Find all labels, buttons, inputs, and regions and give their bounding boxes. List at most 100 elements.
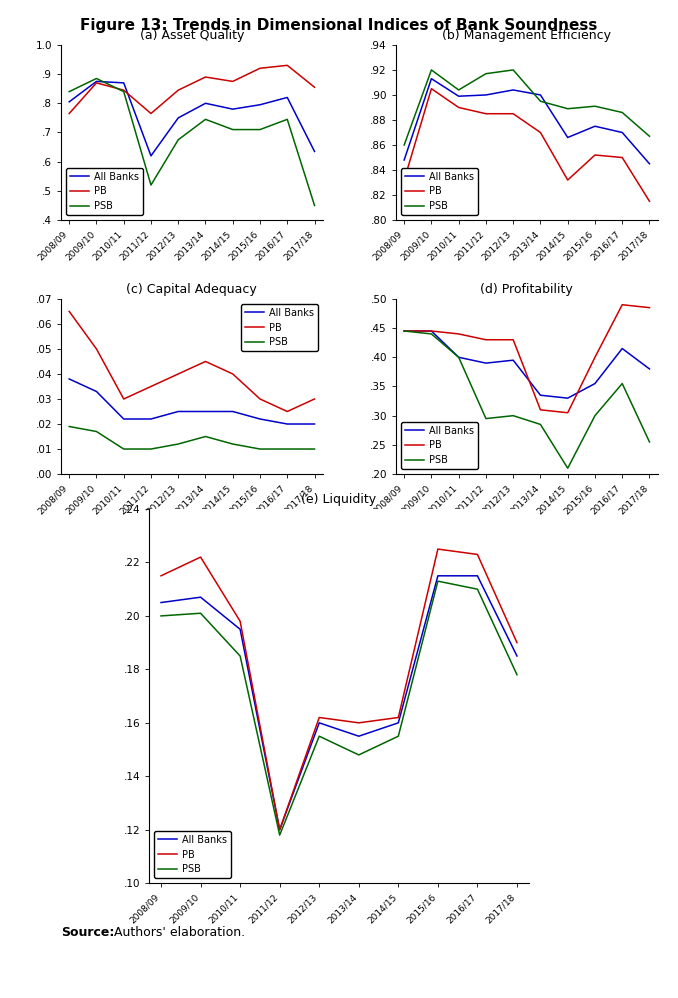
PSB [509, 64, 517, 76]
PB [315, 712, 323, 724]
Line: PB: PB [404, 304, 650, 413]
Line: All Banks: All Banks [161, 576, 517, 829]
All Banks [473, 570, 481, 582]
PB [157, 570, 165, 582]
PSB [395, 731, 403, 743]
PSB [119, 86, 127, 98]
Title: (d) Profitability: (d) Profitability [481, 283, 573, 296]
PSB [65, 86, 73, 98]
PSB [618, 107, 626, 119]
PSB [645, 436, 654, 448]
PB [119, 393, 127, 405]
All Banks [645, 158, 654, 170]
PB [536, 404, 544, 416]
PSB [275, 829, 284, 841]
PB [536, 127, 544, 139]
PSB [311, 443, 319, 455]
PSB [434, 575, 442, 587]
PB [311, 393, 319, 405]
PB [197, 551, 205, 563]
Line: PSB: PSB [69, 79, 315, 206]
PSB [563, 462, 572, 474]
All Banks [563, 392, 572, 404]
All Banks [228, 103, 237, 115]
PB [283, 59, 292, 71]
All Banks [315, 717, 323, 729]
Line: PSB: PSB [404, 331, 650, 468]
Legend: All Banks, PB, PSB: All Banks, PB, PSB [401, 422, 478, 469]
PB [400, 174, 408, 186]
Line: PB: PB [69, 311, 315, 411]
PB [355, 717, 363, 729]
PB [256, 62, 264, 74]
All Banks [400, 154, 408, 166]
Legend: All Banks, PB, PSB: All Banks, PB, PSB [66, 168, 143, 216]
PB [645, 196, 654, 208]
All Banks [509, 354, 517, 366]
All Banks [427, 73, 435, 85]
Legend: All Banks, PB, PSB: All Banks, PB, PSB [241, 303, 318, 351]
PSB [201, 430, 210, 442]
All Banks [174, 405, 182, 417]
PB [119, 84, 127, 96]
PB [92, 343, 100, 355]
PSB [591, 409, 599, 421]
PSB [536, 95, 544, 107]
PB [563, 407, 572, 419]
PSB [92, 425, 100, 437]
All Banks [482, 89, 490, 101]
PB [513, 637, 521, 649]
All Banks [482, 357, 490, 369]
PSB [536, 418, 544, 430]
PSB [455, 351, 463, 363]
PB [65, 108, 73, 120]
Title: (c) Capital Adequacy: (c) Capital Adequacy [127, 283, 257, 296]
PSB [509, 409, 517, 421]
All Banks [355, 731, 363, 743]
All Banks [147, 413, 155, 425]
All Banks [119, 77, 127, 89]
Text: Source:: Source: [61, 926, 115, 939]
All Banks [157, 597, 165, 609]
PB [174, 84, 182, 96]
PSB [174, 134, 182, 146]
All Banks [92, 76, 100, 88]
PB [455, 102, 463, 114]
All Banks [618, 127, 626, 139]
All Banks [275, 823, 284, 835]
All Banks [197, 591, 205, 603]
PB [283, 405, 292, 417]
Line: PB: PB [404, 89, 650, 202]
PB [455, 328, 463, 340]
PB [400, 325, 408, 337]
Line: PSB: PSB [161, 581, 517, 835]
Line: PSB: PSB [404, 70, 650, 145]
PSB [482, 412, 490, 424]
PSB [427, 64, 435, 76]
Text: Authors' elaboration.: Authors' elaboration. [110, 926, 245, 939]
Title: (a) Asset Quality: (a) Asset Quality [140, 29, 244, 42]
All Banks [645, 363, 654, 375]
PSB [236, 650, 244, 662]
PB [563, 174, 572, 186]
PB [65, 305, 73, 317]
PSB [228, 124, 237, 136]
PSB [591, 100, 599, 112]
PSB [645, 131, 654, 143]
PSB [311, 200, 319, 212]
Title: (e) Liquidity: (e) Liquidity [302, 493, 376, 506]
PSB [197, 607, 205, 619]
All Banks [395, 717, 403, 729]
PB [395, 712, 403, 724]
PB [645, 301, 654, 313]
All Banks [400, 325, 408, 337]
PSB [283, 443, 292, 455]
All Banks [283, 418, 292, 430]
PSB [147, 179, 155, 191]
Legend: All Banks, PB, PSB: All Banks, PB, PSB [154, 831, 231, 878]
PSB [65, 420, 73, 432]
All Banks [236, 624, 244, 636]
All Banks [455, 90, 463, 102]
PSB [400, 139, 408, 151]
All Banks [563, 132, 572, 144]
